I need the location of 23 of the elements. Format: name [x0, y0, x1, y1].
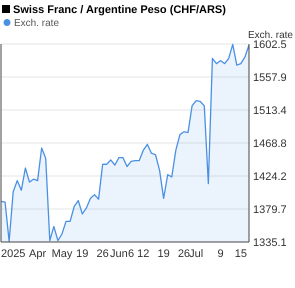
- x-tick-label: 2025: [0, 248, 26, 260]
- y-tick-label: 1468.8: [253, 138, 287, 150]
- y-tick-label: 1513.4: [253, 104, 287, 117]
- x-tick-label: Jun: [110, 248, 128, 260]
- x-tick-label: Jul: [189, 248, 204, 260]
- y-tick-label: 1379.7: [253, 204, 287, 216]
- x-tick-label: 26: [178, 248, 190, 260]
- x-tick-label: 26: [96, 248, 109, 260]
- x-tick-label: 19: [158, 248, 170, 260]
- x-tick-label: 15: [234, 248, 247, 260]
- y-axis-title: Exch. rate: [248, 30, 294, 41]
- x-tick-label: 9: [217, 248, 224, 260]
- x-tick-label: Apr: [29, 248, 46, 260]
- legend-label: Exch. rate: [14, 18, 60, 29]
- chart-title: Swiss Franc / Argentine Peso (CHF/ARS): [13, 4, 226, 16]
- y-tick-label: 1335.1: [253, 237, 287, 249]
- x-tick-label: 19: [76, 248, 88, 260]
- y-tick-label: 1602.5: [253, 39, 287, 51]
- x-tick-label: May: [52, 248, 73, 260]
- y-tick-label: 1424.2: [253, 171, 287, 184]
- x-tick-label: 12: [137, 248, 150, 260]
- x-tick-label: 6: [128, 248, 134, 260]
- y-tick-label: 1557.9: [253, 72, 287, 84]
